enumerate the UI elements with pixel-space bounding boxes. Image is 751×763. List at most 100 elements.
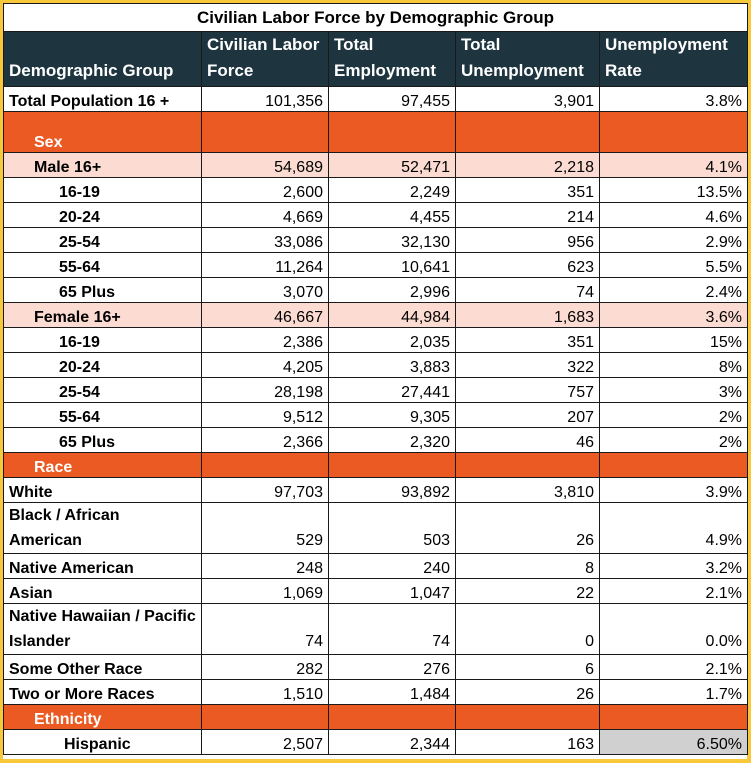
row-label: 16-19 xyxy=(3,177,202,203)
table-row: 25-54 33,086 32,130 956 2.9% xyxy=(3,227,749,253)
cell-rate: 2.4% xyxy=(598,277,749,303)
header-rate: Unemployment Rate xyxy=(598,31,749,87)
table-row: 16-19 2,386 2,035 351 15% xyxy=(3,327,749,353)
table-row: 16-19 2,600 2,249 351 13.5% xyxy=(3,177,749,203)
table-row: Some Other Race 282 276 6 2.1% xyxy=(3,654,749,680)
table-row: 65 Plus 3,070 2,996 74 2.4% xyxy=(3,277,749,303)
cell-employment: 74 xyxy=(328,603,456,655)
female-rate: 3.6% xyxy=(598,302,749,328)
female-summary-label: Female 16+ xyxy=(3,302,202,328)
cell-rate: 13.5% xyxy=(598,177,749,203)
table-row: 25-54 28,198 27,441 757 3% xyxy=(3,377,749,403)
row-label: Two or More Races xyxy=(3,679,202,705)
cell-employment: 4,455 xyxy=(328,202,456,228)
cell-labor-force: 11,264 xyxy=(201,252,329,278)
hispanic-row: Hispanic 2,507 2,344 163 6.50% xyxy=(3,729,749,755)
row-label: 20-24 xyxy=(3,352,202,378)
table-row: 55-64 9,512 9,305 207 2% xyxy=(3,402,749,428)
table-row: White 97,703 93,892 3,810 3.9% xyxy=(3,477,749,503)
section-sex-row: Sex xyxy=(3,111,749,153)
cell-employment: 2,320 xyxy=(328,427,456,453)
row-label: 65 Plus xyxy=(3,277,202,303)
cell-rate: 0.0% xyxy=(598,603,749,655)
cell-unemployment: 956 xyxy=(455,227,600,253)
row-label: Some Other Race xyxy=(3,654,202,680)
male-labor-force: 54,689 xyxy=(201,152,329,178)
section-race-row: Race xyxy=(3,452,749,478)
total-employment: 97,455 xyxy=(328,86,456,112)
total-label: Total Population 16 + xyxy=(3,86,202,112)
cell-employment: 9,305 xyxy=(328,402,456,428)
table-row: Native Hawaiian / Pacific Islander 74 74… xyxy=(3,603,749,655)
cell-unemployment: 6 xyxy=(455,654,600,680)
cell-labor-force: 1,069 xyxy=(201,578,329,604)
cell-unemployment: 26 xyxy=(455,679,600,705)
spreadsheet-frame: Civilian Labor Force by Demographic Grou… xyxy=(2,3,749,759)
male-summary-row: Male 16+ 54,689 52,471 2,218 4.1% xyxy=(3,152,749,178)
cell-rate-selected[interactable]: 6.50% xyxy=(598,729,749,755)
cell-rate: 2.9% xyxy=(598,227,749,253)
cell-rate: 4.9% xyxy=(598,502,749,554)
cell-labor-force: 4,669 xyxy=(201,202,329,228)
cell-employment: 32,130 xyxy=(328,227,456,253)
row-label: 55-64 xyxy=(3,252,202,278)
title-row: Civilian Labor Force by Demographic Grou… xyxy=(2,3,749,32)
male-rate: 4.1% xyxy=(598,152,749,178)
cell-rate: 3% xyxy=(598,377,749,403)
cell-unemployment: 22 xyxy=(455,578,600,604)
table-row: Native American 248 240 8 3.2% xyxy=(3,553,749,579)
cell-labor-force: 2,386 xyxy=(201,327,329,353)
cell-rate: 2% xyxy=(598,427,749,453)
row-label: 16-19 xyxy=(3,327,202,353)
total-rate: 3.8% xyxy=(598,86,749,112)
cell-labor-force: 248 xyxy=(201,553,329,579)
table-row: Black / African American 529 503 26 4.9% xyxy=(3,502,749,554)
cell-employment: 1,047 xyxy=(328,578,456,604)
female-labor-force: 46,667 xyxy=(201,302,329,328)
table-row: Two or More Races 1,510 1,484 26 1.7% xyxy=(3,679,749,705)
section-race-label: Race xyxy=(3,452,202,478)
female-summary-row: Female 16+ 46,667 44,984 1,683 3.6% xyxy=(3,302,749,328)
male-summary-label: Male 16+ xyxy=(3,152,202,178)
total-unemployment: 3,901 xyxy=(455,86,600,112)
cell-labor-force: 2,366 xyxy=(201,427,329,453)
female-employment: 44,984 xyxy=(328,302,456,328)
cell-unemployment: 207 xyxy=(455,402,600,428)
cell-unemployment: 623 xyxy=(455,252,600,278)
row-label: Native American xyxy=(3,553,202,579)
row-label: Black / African American xyxy=(3,502,202,554)
cell-labor-force: 9,512 xyxy=(201,402,329,428)
cell-labor-force: 33,086 xyxy=(201,227,329,253)
cell-labor-force: 97,703 xyxy=(201,477,329,503)
cell-labor-force: 529 xyxy=(201,502,329,554)
female-unemployment: 1,683 xyxy=(455,302,600,328)
cell-employment: 93,892 xyxy=(328,477,456,503)
cell-rate: 1.7% xyxy=(598,679,749,705)
male-unemployment: 2,218 xyxy=(455,152,600,178)
row-label: 65 Plus xyxy=(3,427,202,453)
row-label: 25-54 xyxy=(3,227,202,253)
section-sex-label: Sex xyxy=(3,111,202,153)
header-unemployment: Total Unemployment xyxy=(455,31,600,87)
row-label: White xyxy=(3,477,202,503)
cell-unemployment: 351 xyxy=(455,327,600,353)
table-row: Asian 1,069 1,047 22 2.1% xyxy=(3,578,749,604)
table-row: 65 Plus 2,366 2,320 46 2% xyxy=(3,427,749,453)
table-row: 20-24 4,669 4,455 214 4.6% xyxy=(3,202,749,228)
cell-employment: 2,344 xyxy=(328,729,456,755)
row-label: Hispanic xyxy=(3,729,202,755)
cell-employment: 503 xyxy=(328,502,456,554)
table-row: 55-64 11,264 10,641 623 5.5% xyxy=(3,252,749,278)
cell-rate: 15% xyxy=(598,327,749,353)
cell-employment: 2,035 xyxy=(328,327,456,353)
section-ethnicity-label: Ethnicity xyxy=(3,704,202,730)
cell-unemployment: 351 xyxy=(455,177,600,203)
row-label: 20-24 xyxy=(3,202,202,228)
row-label: 25-54 xyxy=(3,377,202,403)
table-title: Civilian Labor Force by Demographic Grou… xyxy=(2,3,749,32)
cell-labor-force: 2,600 xyxy=(201,177,329,203)
cell-labor-force: 282 xyxy=(201,654,329,680)
cell-employment: 2,996 xyxy=(328,277,456,303)
cell-employment: 10,641 xyxy=(328,252,456,278)
cell-labor-force: 28,198 xyxy=(201,377,329,403)
